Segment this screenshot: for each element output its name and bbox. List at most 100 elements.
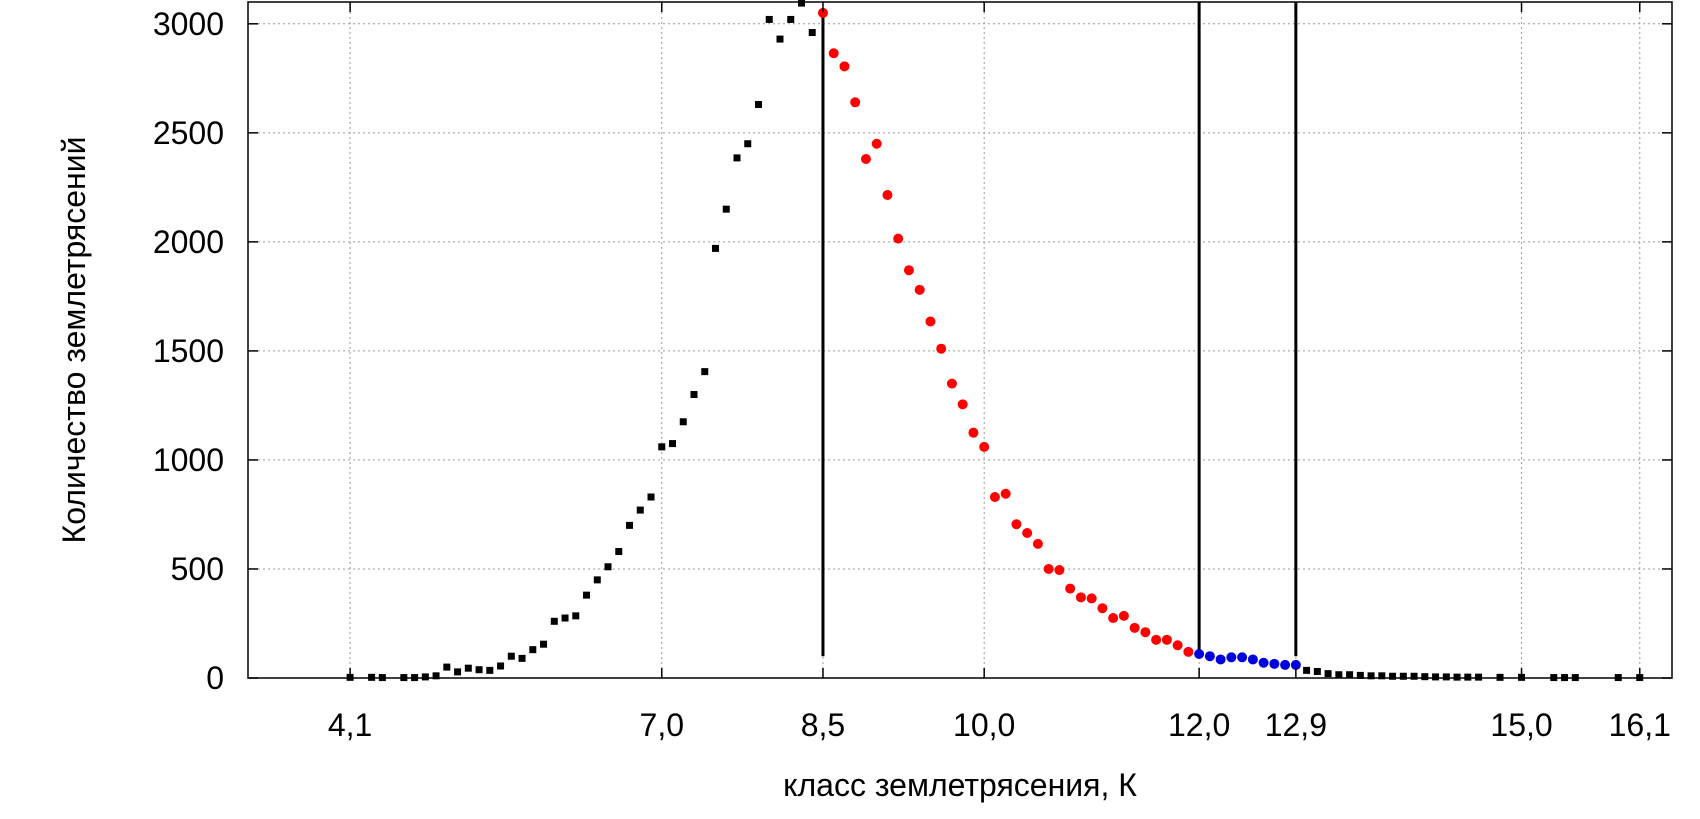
data-point: [1399, 672, 1407, 680]
data-point: [1258, 657, 1269, 668]
data-point: [1108, 613, 1119, 624]
data-point: [754, 100, 762, 108]
data-point: [1161, 634, 1172, 645]
x-tick-labels: 4,1 7,0 8,5 10,0 12,0 12,9 15,0 16,1: [328, 707, 1671, 743]
data-point: [1303, 666, 1311, 674]
data-point: [1043, 563, 1054, 574]
data-point: [1313, 667, 1321, 675]
data-point: [946, 378, 957, 389]
data-point: [1000, 488, 1011, 499]
y-tick-label: 3000: [153, 6, 224, 42]
y-tick-label: 2000: [153, 224, 224, 260]
data-point: [850, 97, 861, 108]
data-point: [1367, 672, 1375, 680]
data-point: [957, 399, 968, 410]
data-point: [1075, 592, 1086, 603]
data-point: [1346, 671, 1354, 679]
data-point: [669, 440, 677, 448]
data-point: [903, 265, 914, 276]
data-point: [712, 244, 720, 252]
data-point: [1140, 627, 1151, 638]
data-point: [808, 29, 816, 37]
data-point: [1172, 640, 1183, 651]
data-point: [690, 391, 698, 399]
data-point: [1324, 670, 1332, 678]
data-point: [572, 612, 580, 620]
data-point: [1086, 593, 1097, 604]
data-point: [1129, 622, 1140, 633]
data-point: [1151, 634, 1162, 645]
data-point: [604, 563, 612, 571]
axis-ticks: [248, 2, 1672, 679]
data-point: [1356, 671, 1364, 679]
data-point: [776, 35, 784, 43]
x-axis-title: класс землетрясения, К: [783, 767, 1137, 803]
x-tick-label: 16,1: [1609, 707, 1671, 743]
data-point: [765, 15, 773, 23]
data-point: [529, 646, 537, 654]
data-point: [1453, 673, 1461, 681]
x-tick-label: 15,0: [1490, 707, 1552, 743]
data-point: [936, 343, 947, 354]
data-point: [475, 666, 483, 674]
data-point: [679, 418, 687, 426]
data-point: [507, 652, 515, 660]
data-point: [1335, 671, 1343, 679]
y-axis-title: Количество землетрясений: [56, 137, 92, 544]
data-point: [1290, 659, 1301, 670]
data-point: [701, 368, 709, 376]
data-point: [733, 154, 741, 162]
y-tick-label: 500: [171, 551, 224, 587]
data-point: [1054, 565, 1065, 576]
data-point: [550, 617, 558, 625]
data-point: [593, 576, 601, 584]
data-point: [882, 189, 893, 200]
data-point: [658, 443, 666, 451]
data-point: [1183, 646, 1194, 657]
data-point: [497, 662, 505, 670]
data-point: [989, 492, 1000, 503]
data-point: [1204, 651, 1215, 662]
data-point: [1011, 519, 1022, 530]
data-point: [583, 591, 591, 599]
x-tick-label: 8,5: [801, 707, 845, 743]
data-point: [1247, 654, 1258, 665]
data-point: [1237, 652, 1248, 663]
data-point: [722, 205, 730, 213]
x-tick-label: 10,0: [953, 707, 1015, 743]
data-point: [1410, 672, 1418, 680]
x-tick-label: 12,0: [1168, 707, 1230, 743]
data-point: [1065, 583, 1076, 594]
threshold-lines: [821, 2, 1298, 657]
data-point: [1032, 538, 1043, 549]
data-point: [797, 0, 805, 7]
data-point: [421, 673, 429, 681]
data-point: [626, 521, 634, 529]
data-point: [1442, 673, 1450, 681]
data-point: [839, 61, 850, 72]
y-tick-label: 2500: [153, 115, 224, 151]
data-point: [1421, 673, 1429, 681]
y-tick-label: 1500: [153, 333, 224, 369]
data-point: [1280, 659, 1291, 670]
data-point: [1215, 654, 1226, 665]
data-point: [1269, 658, 1280, 669]
plot-frame: [247, 1, 1673, 679]
grid-layer: [248, 2, 1672, 678]
data-point: [817, 7, 828, 18]
data-point: [968, 427, 979, 438]
data-point: [432, 672, 440, 680]
data-point: [1475, 673, 1483, 681]
data-point: [1226, 652, 1237, 663]
data-point: [914, 284, 925, 295]
data-point: [561, 614, 569, 622]
data-point: [486, 666, 494, 674]
data-point: [1118, 610, 1129, 621]
data-point: [540, 640, 548, 648]
data-point: [925, 316, 936, 327]
data-point: [1378, 672, 1386, 680]
data-point: [979, 441, 990, 452]
data-point: [828, 48, 839, 59]
data-point: [893, 233, 904, 244]
